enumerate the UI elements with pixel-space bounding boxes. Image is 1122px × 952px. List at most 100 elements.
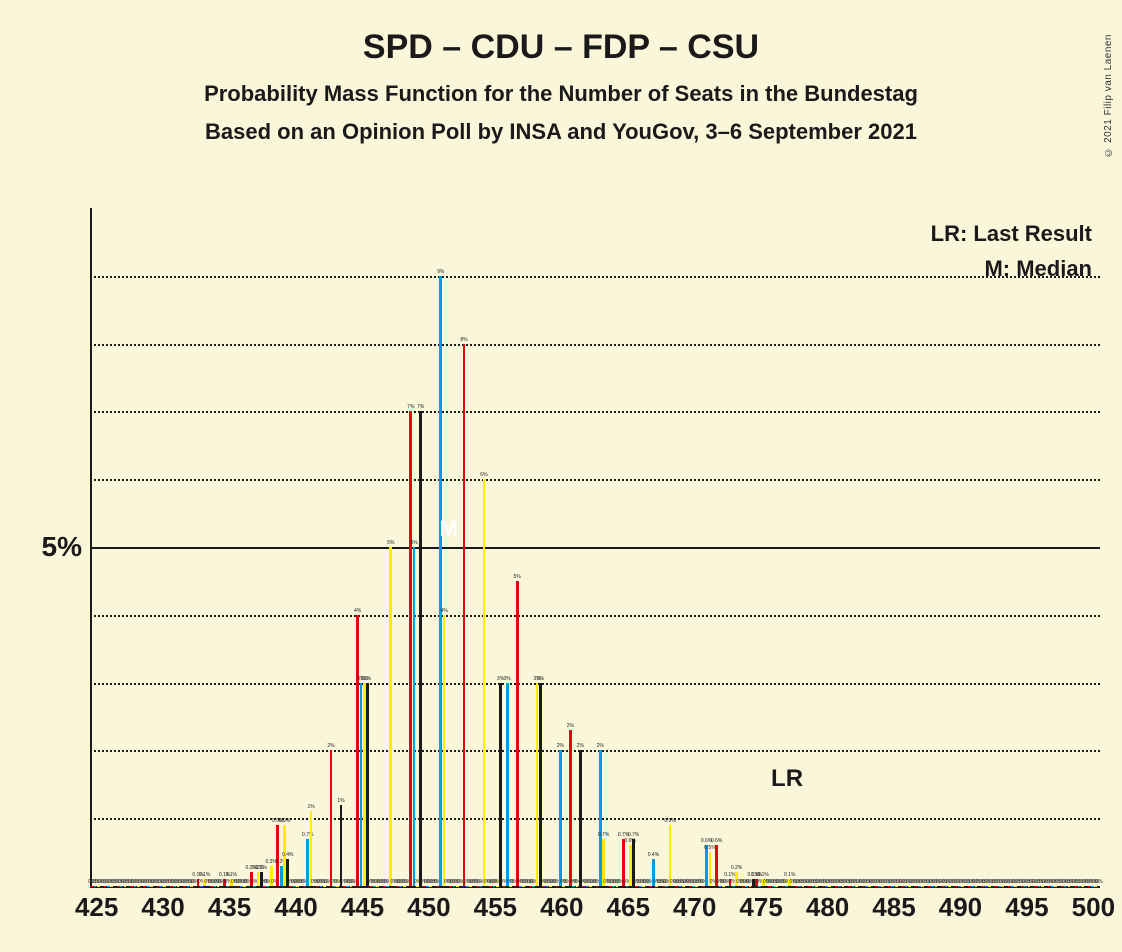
bar-yellow: 0%	[868, 886, 871, 887]
bar-group: 0.1%0%0.1%0%	[755, 208, 768, 886]
bar-yellow: 0%	[855, 886, 858, 887]
bar-group: 0%0%0%0%	[835, 208, 848, 886]
bar-red: 0%	[130, 886, 133, 887]
bar-yellow: 0%	[1054, 886, 1057, 887]
bar-yellow: 0%	[177, 886, 180, 887]
bar-group: 0%0%0%0%	[635, 208, 648, 886]
bar-red: 0%	[1048, 886, 1051, 887]
bar-blue: 0%	[333, 886, 336, 887]
bar-yellow: 0%	[469, 886, 472, 887]
bar-value-label: 5%	[514, 574, 521, 580]
bar-blue: 0%	[493, 886, 496, 887]
x-tick-label: 495	[1005, 892, 1048, 923]
bar-blue: 0%	[386, 886, 389, 887]
bar-red: 0%	[609, 886, 612, 887]
bar-group: 0%0%0%0%	[130, 208, 143, 886]
bar-blue: 0%	[1051, 886, 1054, 887]
bar-yellow: 0%	[881, 886, 884, 887]
bar-yellow: 0%	[616, 886, 619, 887]
bar-blue: 0%	[240, 886, 243, 887]
bar-group: 0%0%0%0%	[609, 208, 622, 886]
bar-value-label: 5%	[387, 540, 394, 546]
bar-blue: 0%	[399, 886, 402, 887]
bar-yellow: 0%	[376, 886, 379, 887]
bar-blue: 0%	[865, 886, 868, 887]
bar-group: 0%0%0%0%	[170, 208, 183, 886]
bar-yellow: 0%	[323, 886, 326, 887]
bar-group: 0.6%0%0%0%	[715, 208, 728, 886]
bar-red: 0%	[915, 886, 918, 887]
bar-blue: 0%	[134, 886, 137, 887]
bar-red: 0%	[489, 886, 492, 887]
bar-yellow: 0%	[1028, 886, 1031, 887]
bar-group: 0%0%0%0%	[422, 208, 435, 886]
bar-yellow: 0%	[137, 886, 140, 887]
bar-blue: 0%	[546, 886, 549, 887]
bar-blue: 0%	[187, 886, 190, 887]
bar-blue: 0%	[679, 886, 682, 887]
bar-group: 0%0%0%0%	[941, 208, 954, 886]
bar-blue: 0%	[320, 886, 323, 887]
bar-red: 0.9%	[276, 825, 279, 886]
bar-yellow: 0%	[522, 886, 525, 887]
bar-yellow: 0%	[988, 886, 991, 887]
bar-yellow: 0%	[1014, 886, 1017, 887]
bar-yellow: 0.9%	[669, 825, 672, 886]
bar-red: 0%	[689, 886, 692, 887]
bar-red: 0%	[1088, 886, 1091, 887]
bar-group: 0%0%0%0%	[289, 208, 302, 886]
bar-value-label: 8%	[460, 337, 467, 343]
bar-red: 2%	[569, 730, 572, 886]
bar-blue: 0%	[878, 886, 881, 887]
bar-value-label: 0.1%	[757, 872, 768, 878]
bar-group: 0%2%0.7%0%	[595, 208, 608, 886]
bar-red: 0%	[396, 886, 399, 887]
bar-value-label: 9%	[437, 269, 444, 275]
bar-yellow: 0%	[642, 886, 645, 887]
x-tick-label: 480	[806, 892, 849, 923]
bar-red: 0%	[662, 886, 665, 887]
bar-yellow: 0%	[509, 886, 512, 887]
bar-value-label: 2%	[327, 743, 334, 749]
bar-yellow: 0%	[1068, 886, 1071, 887]
bar-yellow: 1%	[310, 811, 313, 886]
chart-title: SPD – CDU – FDP – CSU	[0, 28, 1122, 67]
bar-blue: 2%	[559, 750, 562, 886]
bar-yellow: 0%	[935, 886, 938, 887]
x-tick-label: 470	[673, 892, 716, 923]
bar-blue: 0%	[798, 886, 801, 887]
bar-yellow: 0%	[842, 886, 845, 887]
bar-yellow: 0%	[802, 886, 805, 887]
bar-value-label: 3%	[504, 676, 511, 682]
bar-value-label: 4%	[354, 608, 361, 614]
x-tick-label: 490	[939, 892, 982, 923]
bar-group: 0%0%0%0%	[848, 208, 861, 886]
bar-yellow: 0%	[1081, 886, 1084, 887]
bar-yellow: 0%	[243, 886, 246, 887]
bar-yellow: 0%	[749, 886, 752, 887]
chart-subtitle-1: Probability Mass Function for the Number…	[0, 81, 1122, 107]
bar-blue: 0%	[94, 886, 97, 887]
x-tick-label: 450	[407, 892, 450, 923]
bar-yellow: 0%	[655, 886, 658, 887]
bar-yellow: 0%	[948, 886, 951, 887]
x-tick-label: 455	[474, 892, 517, 923]
bar-yellow: 0%	[961, 886, 964, 887]
bar-group: 0%0%0%0%	[1074, 208, 1087, 886]
x-tick-label: 485	[872, 892, 915, 923]
bar-group: 0%0%0%0%	[1034, 208, 1047, 886]
bar-blue: 0%	[918, 886, 921, 887]
bar-blue: 0%	[120, 886, 123, 887]
bar-group: 0%0%0%0%	[316, 208, 329, 886]
bar-group: 0%0%0%0%	[542, 208, 555, 886]
bar-group: 0%0%0%0%	[861, 208, 874, 886]
bar-red: 0%	[542, 886, 545, 887]
bar-red: 0%	[901, 886, 904, 887]
bar-yellow: 0%	[150, 886, 153, 887]
bar-blue: 0%	[1038, 886, 1041, 887]
bar-yellow: 0%	[350, 886, 353, 887]
bar-yellow: 5%	[389, 547, 392, 886]
bar-blue: 0%	[200, 886, 203, 887]
bar-red: 0%	[503, 886, 506, 887]
bar-red: 0%	[436, 886, 439, 887]
